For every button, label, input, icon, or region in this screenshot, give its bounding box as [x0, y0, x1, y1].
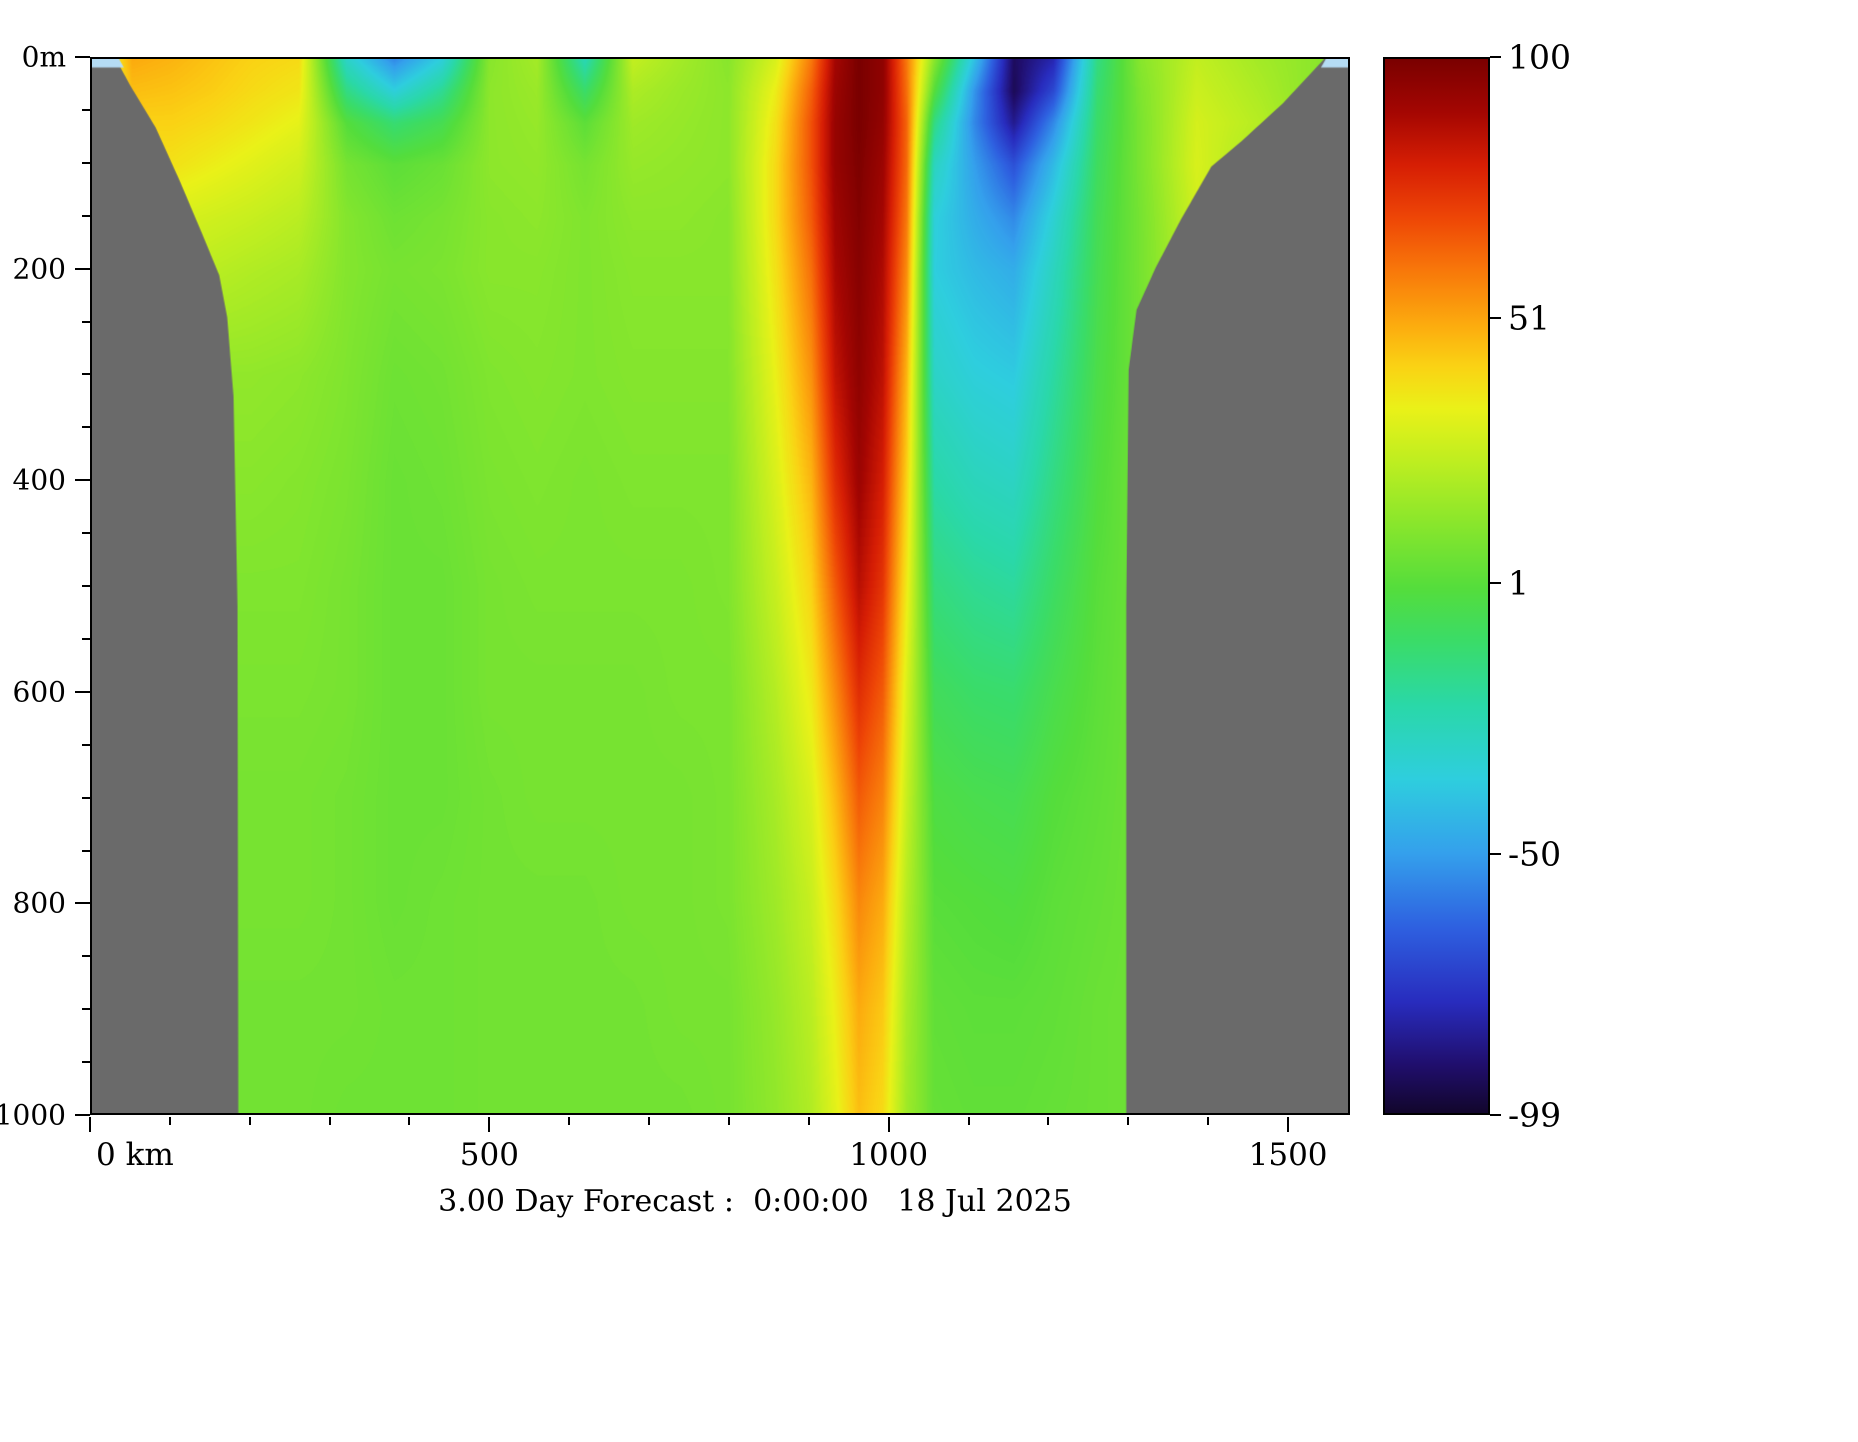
distance-tick: [1287, 1117, 1290, 1132]
depth-tick: [82, 532, 90, 535]
depth-tick: [82, 426, 90, 429]
colorbar-tick-label: -50: [1508, 834, 1562, 874]
depth-tick: [82, 108, 90, 111]
depth-tick-label: 800: [12, 886, 66, 920]
depth-tick: [75, 902, 90, 905]
distance-tick: [488, 1117, 491, 1132]
distance-tick-label: 0 km: [96, 1137, 174, 1173]
depth-tick: [82, 161, 90, 164]
section-heatmap: [92, 59, 1348, 1113]
depth-tick: [82, 796, 90, 799]
colorbar-gradient: [1385, 59, 1488, 1113]
colorbar-tick: [1490, 316, 1501, 319]
depth-tick: [82, 955, 90, 958]
depth-tick-label: 0m: [21, 40, 66, 74]
distance-tick: [248, 1117, 251, 1125]
depth-tick: [75, 1114, 90, 1116]
distance-tick: [168, 1117, 171, 1125]
colorbar-tick-label: 100: [1508, 37, 1571, 77]
distance-tick: [568, 1117, 571, 1125]
depth-tick-label: 400: [12, 463, 66, 497]
depth-tick: [75, 56, 90, 58]
depth-tick: [75, 479, 90, 482]
depth-tick: [82, 1008, 90, 1011]
colorbar-tick-label: 1: [1508, 563, 1529, 603]
distance-axis: 0 km 500 1000 1500: [89, 1117, 1352, 1187]
colorbar-tick-label: -99: [1508, 1095, 1562, 1135]
colorbar-tick: [1490, 1114, 1501, 1116]
depth-tick: [82, 1061, 90, 1064]
distance-tick: [1207, 1117, 1210, 1125]
colorbar-tick: [1490, 582, 1501, 585]
distance-tick-label: 1000: [849, 1137, 929, 1173]
cross-section-plot: [90, 57, 1350, 1115]
distance-tick: [1047, 1117, 1050, 1125]
colorbar-tick: [1490, 56, 1501, 58]
distance-tick-label: 1500: [1248, 1137, 1328, 1173]
depth-axis: 0m 200 400 600 800 1000: [0, 41, 90, 1132]
distance-tick: [727, 1117, 730, 1125]
depth-tick-label: 1000: [0, 1098, 66, 1132]
distance-tick: [89, 1117, 91, 1132]
depth-tick: [82, 637, 90, 640]
depth-tick: [82, 214, 90, 217]
distance-tick: [328, 1117, 331, 1125]
depth-tick-label: 200: [12, 252, 66, 286]
colorbar-tick: [1490, 853, 1501, 856]
colorbar-ticks: 100 51 1 -50 -99: [1490, 38, 1640, 1135]
colorbar-tick-label: 51: [1508, 298, 1550, 337]
distance-tick: [1127, 1117, 1130, 1125]
forecast-caption: 3.00 Day Forecast : 0:00:00 18 Jul 2025: [438, 1184, 1072, 1219]
distance-tick-label: 500: [459, 1137, 519, 1173]
depth-tick: [82, 585, 90, 587]
distance-tick: [648, 1117, 651, 1125]
depth-tick: [82, 320, 90, 323]
depth-tick: [82, 849, 90, 852]
depth-tick: [82, 373, 90, 376]
distance-tick: [967, 1117, 970, 1125]
depth-tick: [82, 743, 90, 746]
depth-tick: [75, 267, 90, 270]
depth-tick: [75, 690, 90, 693]
colorbar: [1383, 57, 1490, 1115]
distance-tick: [887, 1117, 890, 1132]
depth-tick-label: 600: [12, 675, 66, 709]
distance-tick: [807, 1117, 810, 1125]
distance-tick: [408, 1117, 411, 1125]
